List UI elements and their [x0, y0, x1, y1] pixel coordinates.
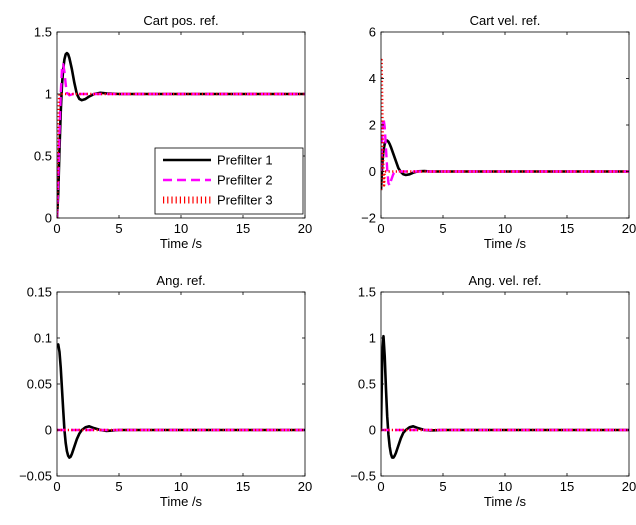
series-line-2 — [381, 116, 629, 187]
chart-title: Ang. ref. — [156, 273, 205, 288]
x-tick-label: 15 — [560, 221, 574, 236]
series-line-1 — [381, 139, 629, 191]
y-tick-label: 0.5 — [358, 377, 376, 392]
y-tick-label: 0.1 — [34, 331, 52, 346]
legend-label-3: Prefilter 3 — [217, 193, 273, 208]
chart-title: Cart vel. ref. — [470, 13, 541, 28]
x-tick-label: 5 — [439, 479, 446, 494]
x-tick-label: 0 — [377, 221, 384, 236]
x-axis-label: Time /s — [484, 236, 527, 251]
series-line-1 — [381, 334, 629, 459]
x-tick-label: 0 — [53, 479, 60, 494]
series-group — [57, 51, 305, 218]
y-tick-label: −0.05 — [19, 469, 52, 484]
y-tick-label: 2 — [369, 118, 376, 133]
axes-box — [56, 291, 306, 477]
x-tick-label: 20 — [622, 221, 636, 236]
series-group — [381, 334, 629, 459]
x-tick-label: 10 — [174, 479, 188, 494]
x-tick-label: 5 — [439, 221, 446, 236]
x-axis-label: Time /s — [160, 494, 203, 509]
x-tick-label: 0 — [53, 221, 60, 236]
legend-label-2: Prefilter 2 — [217, 173, 273, 188]
series-line-1 — [57, 343, 305, 459]
y-tick-label: 1 — [45, 87, 52, 102]
y-tick-label: 0 — [45, 211, 52, 226]
y-tick-label: 0.5 — [34, 149, 52, 164]
axes-box — [380, 31, 630, 219]
x-tick-label: 20 — [622, 479, 636, 494]
x-tick-label: 10 — [498, 479, 512, 494]
y-tick-label: 6 — [369, 25, 376, 40]
x-axis-label: Time /s — [160, 236, 203, 251]
y-tick-label: −2 — [361, 211, 376, 226]
legend-label-1: Prefilter 1 — [217, 153, 273, 168]
y-tick-label: 1 — [369, 331, 376, 346]
legend: Prefilter 1 Prefilter 2 Prefilter 3 — [154, 147, 304, 215]
x-tick-label: 15 — [560, 479, 574, 494]
x-tick-label: 20 — [298, 479, 312, 494]
x-tick-label: 0 — [377, 479, 384, 494]
series-group — [57, 343, 305, 459]
series-group — [381, 58, 629, 191]
y-tick-label: 0 — [369, 423, 376, 438]
x-tick-label: 10 — [498, 221, 512, 236]
y-tick-label: 1.5 — [358, 285, 376, 300]
y-tick-label: 0 — [45, 423, 52, 438]
chart-title: Cart pos. ref. — [143, 13, 218, 28]
x-tick-label: 5 — [115, 221, 122, 236]
x-tick-label: 20 — [298, 221, 312, 236]
y-tick-label: 1.5 — [34, 25, 52, 40]
x-tick-label: 10 — [174, 221, 188, 236]
x-axis-label: Time /s — [484, 494, 527, 509]
y-tick-label: −0.5 — [350, 469, 376, 484]
axes-box — [380, 291, 630, 477]
y-tick-label: 0.05 — [27, 377, 52, 392]
chart-panel-1: 0 5 10 15 20 0 0.5 1 1.5 Cart pos. ref. Time /s Pre… — [34, 13, 312, 251]
y-tick-label: 4 — [369, 71, 376, 86]
x-tick-label: 5 — [115, 479, 122, 494]
x-tick-label: 15 — [236, 221, 250, 236]
x-tick-label: 15 — [236, 479, 250, 494]
y-tick-label: 0 — [369, 164, 376, 179]
y-tick-label: 0.15 — [27, 285, 52, 300]
chart-title: Ang. vel. ref. — [469, 273, 542, 288]
